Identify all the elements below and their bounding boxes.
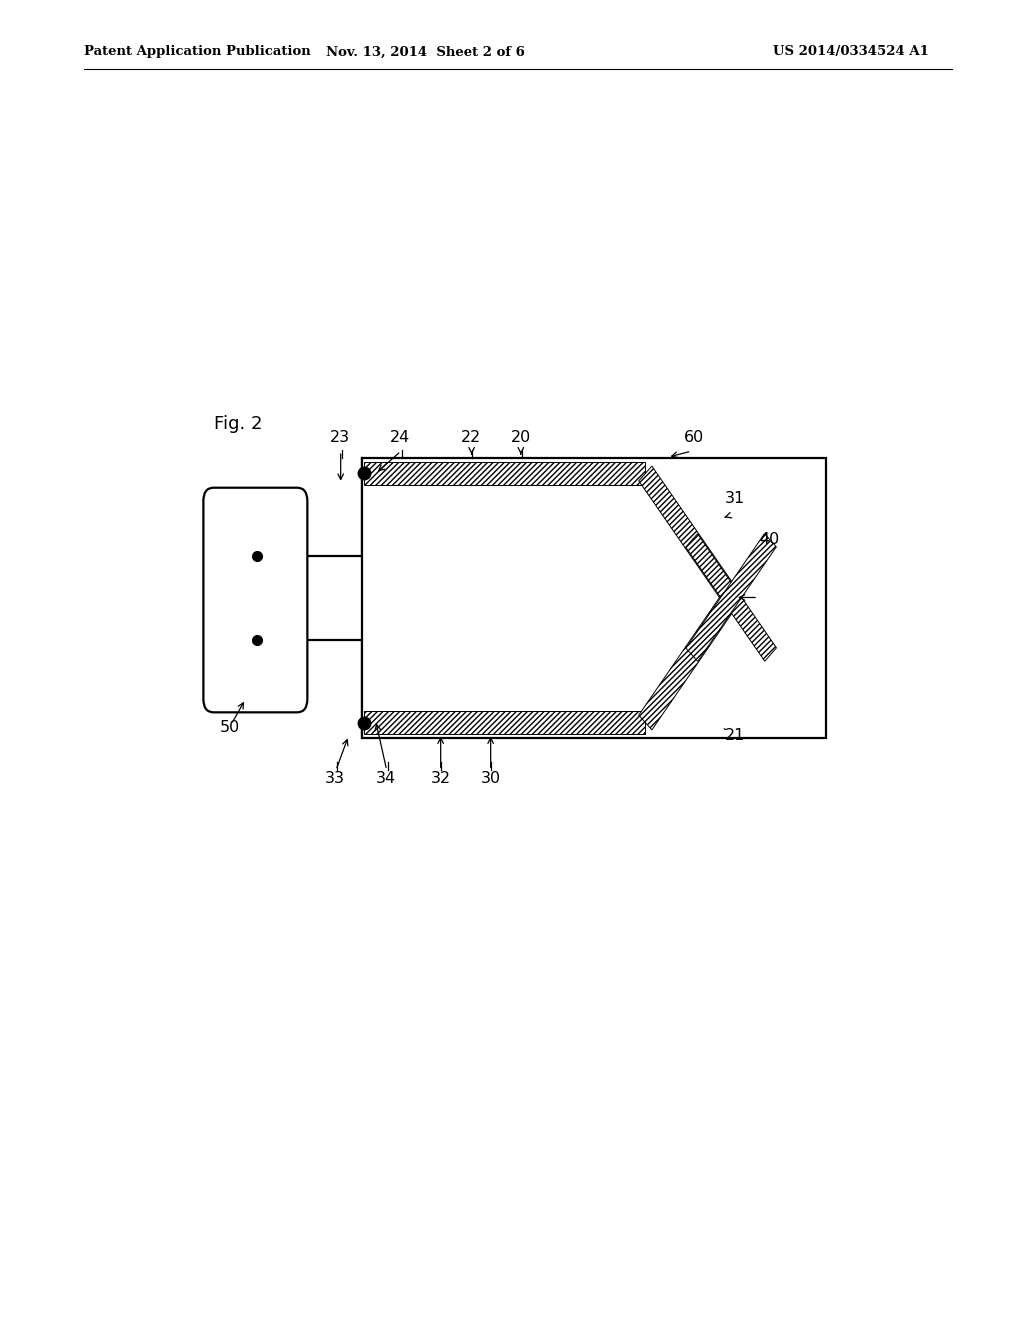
Polygon shape [639, 466, 737, 605]
Text: Patent Application Publication: Patent Application Publication [84, 45, 310, 58]
FancyBboxPatch shape [204, 487, 307, 713]
Polygon shape [686, 533, 776, 661]
Polygon shape [365, 462, 645, 484]
Text: US 2014/0334524 A1: US 2014/0334524 A1 [773, 45, 929, 58]
Text: 34: 34 [376, 771, 395, 785]
Text: 20: 20 [511, 430, 531, 445]
Text: 31: 31 [725, 491, 745, 507]
Text: 40: 40 [760, 532, 780, 546]
Text: 33: 33 [325, 771, 345, 785]
Text: 60: 60 [684, 430, 703, 445]
Text: 50: 50 [219, 721, 240, 735]
Polygon shape [639, 590, 737, 730]
Polygon shape [686, 533, 776, 661]
Text: Nov. 13, 2014  Sheet 2 of 6: Nov. 13, 2014 Sheet 2 of 6 [326, 45, 524, 58]
Polygon shape [365, 711, 645, 734]
Text: 23: 23 [331, 430, 350, 445]
Text: Fig. 2: Fig. 2 [214, 414, 262, 433]
Text: 21: 21 [725, 729, 745, 743]
Text: 24: 24 [390, 430, 411, 445]
Text: 22: 22 [461, 430, 481, 445]
Text: 30: 30 [481, 771, 502, 785]
Text: 32: 32 [431, 771, 452, 785]
Bar [362, 458, 826, 738]
